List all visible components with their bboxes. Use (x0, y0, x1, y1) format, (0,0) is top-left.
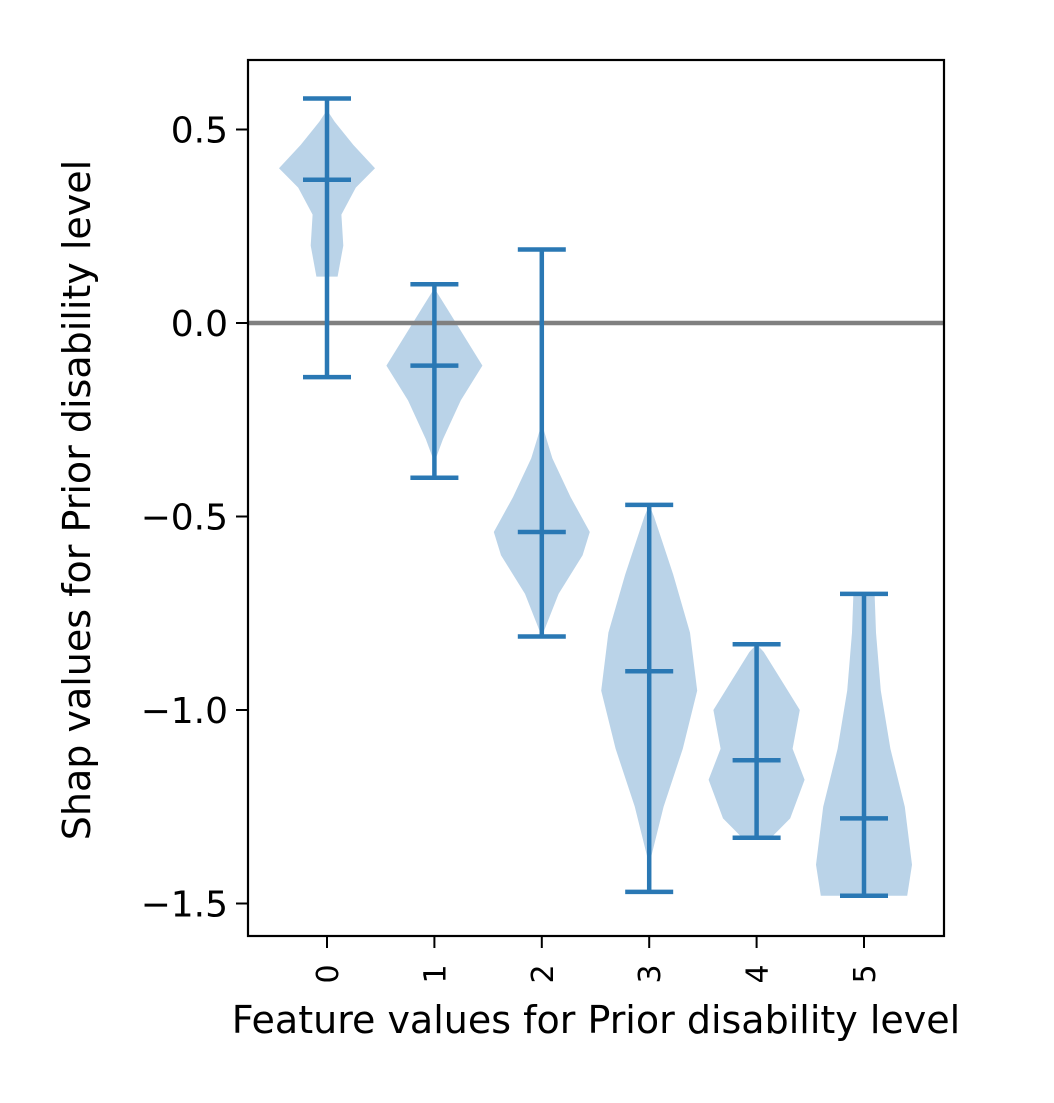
x-axis-label: Feature values for Prior disability leve… (232, 998, 960, 1042)
y-tick-label: −1.0 (141, 691, 228, 732)
y-tick-label: 0.0 (171, 304, 228, 345)
x-tick-label: 3 (633, 964, 668, 983)
x-tick-label: 0 (311, 964, 346, 983)
y-axis-label: Shap values for Prior disability level (55, 160, 99, 840)
x-tick-label: 4 (741, 964, 776, 983)
y-axis-ticks: 0.5 0.0 −0.5 −1.0 −1.5 (141, 111, 248, 926)
x-tick-label: 2 (526, 964, 561, 983)
x-tick-label: 1 (418, 964, 453, 983)
min-max-bars-layer (303, 96, 888, 899)
y-tick-label: −1.5 (141, 885, 228, 926)
y-tick-label: −0.5 (141, 498, 228, 539)
x-tick-label: 5 (848, 964, 883, 983)
y-tick-label: 0.5 (171, 111, 228, 152)
plot-area-frame (246, 58, 946, 938)
x-axis-ticks: 0 1 2 3 4 5 (311, 936, 883, 984)
violins-layer (279, 110, 912, 896)
